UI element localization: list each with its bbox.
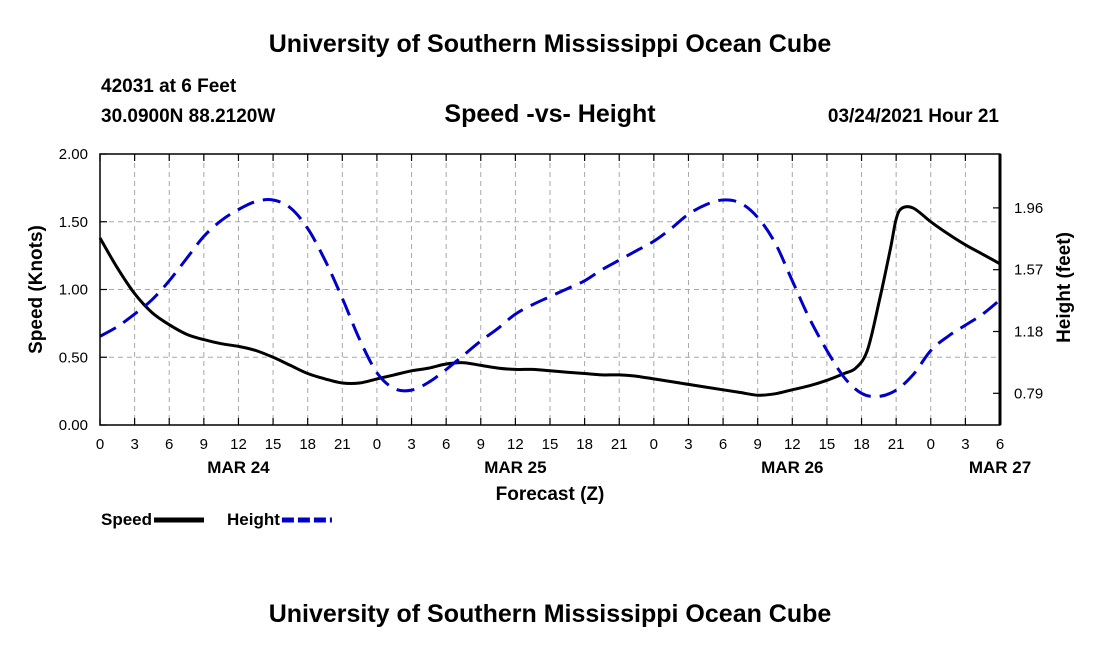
y2-tick-label: 1.18: [1014, 323, 1043, 340]
x-tick-label: 6: [442, 436, 450, 453]
speed-series-line: [98, 205, 1001, 397]
chart-title-bottom: University of Southern Mississippi Ocean…: [268, 600, 832, 628]
x-tick-label: 9: [200, 436, 208, 453]
y2-axis-label: Height (feet): [1054, 232, 1075, 343]
y-axis-label: Speed (Knots): [26, 225, 47, 354]
chart-subtitle: Speed -vs- Height: [444, 100, 656, 128]
x-tick-label: 18: [853, 436, 870, 453]
x-tick-label: 9: [477, 436, 485, 453]
x-tick-label: 6: [719, 436, 727, 453]
x-tick-label: 15: [542, 436, 559, 453]
datetime-label: 03/24/2021 Hour 21: [827, 106, 999, 127]
y2-tick-label: 1.96: [1014, 200, 1043, 217]
x-tick-label: 21: [888, 436, 905, 453]
x-tick-label: 12: [507, 436, 524, 453]
x-tick-label: 18: [299, 436, 316, 453]
y2-tick-label: 1.57: [1014, 262, 1043, 279]
location-label: 30.0900N 88.2120W: [101, 106, 276, 127]
grid-layer: [100, 154, 1000, 425]
y-tick-label: 0.00: [59, 417, 88, 434]
series-layer: [98, 198, 1001, 399]
x-tick-label: 0: [650, 436, 658, 453]
x-tick-label: 0: [96, 436, 104, 453]
x-tick-label: 21: [611, 436, 628, 453]
x-tick-label: 9: [754, 436, 762, 453]
x-date-label: MAR 26: [761, 458, 823, 477]
legend: Speed Height: [101, 510, 332, 529]
x-tick-label: 6: [996, 436, 1004, 453]
x-axis-label: Forecast (Z): [496, 484, 605, 505]
x-date-label: MAR 27: [969, 458, 1031, 477]
x-tick-label: 12: [230, 436, 247, 453]
station-label: 42031 at 6 Feet: [101, 76, 237, 97]
x-tick-label: 6: [165, 436, 173, 453]
y-tick-label: 2.00: [59, 146, 88, 163]
y2-tick-label: 0.79: [1014, 385, 1043, 402]
legend-label-speed: Speed: [101, 510, 152, 529]
x-tick-label: 0: [927, 436, 935, 453]
y-tick-label: 1.00: [59, 282, 88, 299]
legend-label-height: Height: [227, 510, 280, 529]
x-tick-label: 0: [373, 436, 381, 453]
x-tick-label: 3: [684, 436, 692, 453]
x-tick-label: 3: [961, 436, 969, 453]
y-tick-label: 0.50: [59, 349, 88, 366]
x-tick-label: 15: [265, 436, 282, 453]
tick-layer: 0 3 6 9 12 15 18 21 0 3 6 9 12 15 18 21 0 3 6 9 12 15 18 21 0 3 6 0…: [59, 146, 1043, 477]
x-tick-label: 21: [334, 436, 351, 453]
x-tick-label: 15: [819, 436, 836, 453]
chart-title-top: University of Southern Mississippi Ocean…: [268, 30, 832, 58]
x-date-label: MAR 24: [207, 458, 270, 477]
x-tick-label: 12: [784, 436, 801, 453]
y-tick-label: 1.50: [59, 214, 88, 231]
height-series-line: [99, 198, 1001, 399]
x-tick-label: 3: [130, 436, 138, 453]
x-tick-label: 18: [576, 436, 593, 453]
x-tick-label: 3: [407, 436, 415, 453]
x-date-label: MAR 25: [484, 458, 546, 477]
